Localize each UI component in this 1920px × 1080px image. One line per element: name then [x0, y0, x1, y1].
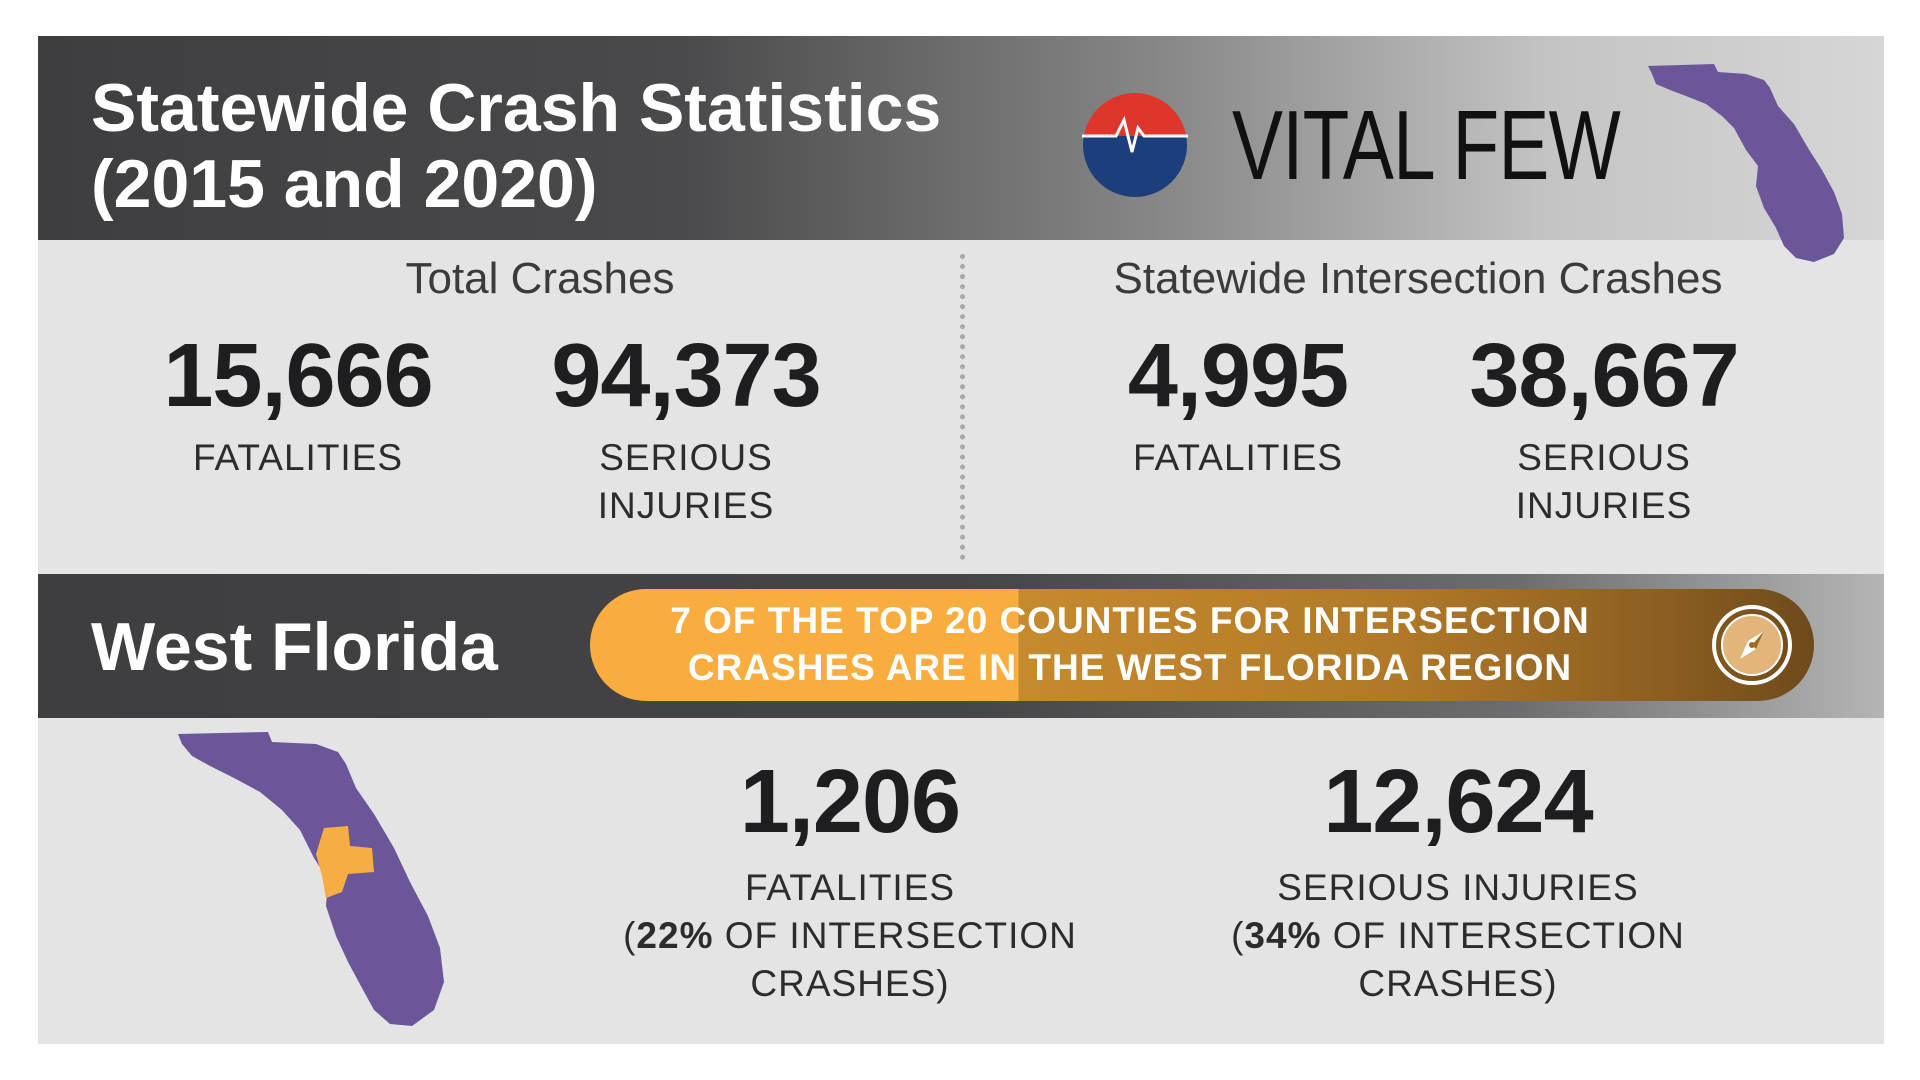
west-injuries-label-line-1: SERIOUS INJURIES [1277, 867, 1639, 908]
infographic-card: Statewide Crash Statistics (2015 and 202… [38, 36, 1884, 1044]
banner-line-2: CRASHES ARE IN THE WEST FLORIDA REGION [687, 647, 1573, 688]
total-injuries-value: 94,373 [551, 326, 821, 426]
intersection-injuries-label-line-2: INJURIES [1515, 485, 1693, 526]
west-fatalities-label-line-2: (22% OF INTERSECTION [623, 915, 1077, 956]
intersection-injuries-label-line-1: SERIOUS [1517, 437, 1691, 478]
florida-map-icon [1648, 64, 1844, 262]
intersection-fatalities-value: 4,995 [1127, 326, 1349, 426]
west-injuries-value: 12,624 [1323, 752, 1593, 852]
intersection-fatalities-label: FATALITIES [1132, 437, 1344, 478]
banner-line-1: 7 OF THE TOP 20 COUNTIES FOR INTERSECTIO… [670, 600, 1590, 641]
west-injuries-label-line-2: (34% OF INTERSECTION [1231, 915, 1685, 956]
header-bar [38, 36, 1884, 240]
west-florida-map-icon [178, 732, 444, 1026]
logo-text: VITAL FEW [1232, 90, 1621, 200]
west-injuries-pct: 34% [1244, 915, 1322, 956]
logo-pulse-icon [1082, 93, 1188, 197]
west-fatalities-label-line-3: CRASHES) [750, 963, 950, 1004]
total-injuries-label: SERIOUS INJURIES [516, 434, 856, 530]
compass-icon [1712, 605, 1792, 685]
total-crashes-heading: Total Crashes [405, 254, 675, 303]
title-line-2: (2015 and 2020) [91, 146, 598, 222]
total-injuries-label-line-1: SERIOUS [599, 437, 773, 478]
vital-few-logo: VITAL FEW [1080, 90, 1630, 200]
west-fatalities-of: OF INTERSECTION [724, 915, 1077, 956]
west-injuries-of: OF INTERSECTION [1332, 915, 1685, 956]
intersection-crashes-heading: Statewide Intersection Crashes [1113, 254, 1723, 303]
west-florida-title: West Florida [91, 609, 498, 685]
page-title: Statewide Crash Statistics (2015 and 202… [91, 70, 971, 222]
west-fatalities-pct: 22% [636, 915, 714, 956]
total-injuries-label-line-2: INJURIES [597, 485, 775, 526]
section-divider [960, 254, 965, 560]
total-fatalities-value: 15,666 [163, 326, 433, 426]
intersection-injuries-value: 38,667 [1469, 326, 1739, 426]
west-injuries-label-line-3: CRASHES) [1358, 963, 1558, 1004]
west-fatalities-label-line-1: FATALITIES [744, 867, 956, 908]
west-fatalities-value: 1,206 [739, 752, 961, 852]
west-fatalities-label: FATALITIES (22% OF INTERSECTION CRASHES) [610, 864, 1090, 1008]
west-injuries-label: SERIOUS INJURIES (34% OF INTERSECTION CR… [1208, 864, 1708, 1008]
total-fatalities-label: FATALITIES [192, 437, 404, 478]
intersection-injuries-label: SERIOUS INJURIES [1434, 434, 1774, 530]
counties-banner: 7 OF THE TOP 20 COUNTIES FOR INTERSECTIO… [590, 589, 1814, 701]
title-line-1: Statewide Crash Statistics [91, 70, 942, 146]
banner-text: 7 OF THE TOP 20 COUNTIES FOR INTERSECTIO… [610, 597, 1650, 691]
